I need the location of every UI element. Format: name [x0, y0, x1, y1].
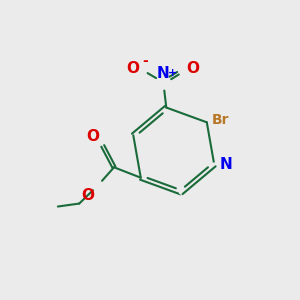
Text: N: N — [220, 157, 232, 172]
Text: O: O — [82, 188, 95, 203]
Text: Br: Br — [211, 113, 229, 127]
Text: -: - — [142, 55, 148, 68]
Text: O: O — [187, 61, 200, 76]
Text: O: O — [86, 128, 99, 143]
Text: N: N — [157, 66, 170, 81]
Text: +: + — [168, 68, 178, 78]
Text: O: O — [127, 61, 140, 76]
